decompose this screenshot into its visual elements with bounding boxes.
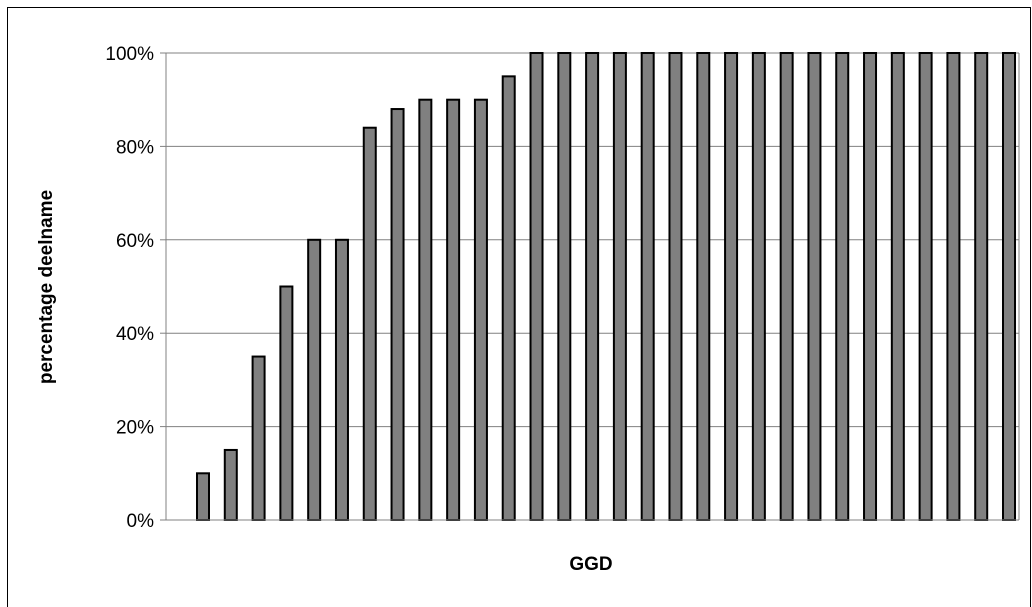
bar-3 — [251, 355, 266, 521]
bar-14 — [557, 52, 572, 521]
chart-frame — [7, 7, 1031, 607]
bar-23 — [807, 52, 822, 521]
y-tick-label: 0% — [127, 511, 155, 532]
bar-29 — [974, 52, 989, 521]
bar-16 — [612, 52, 627, 521]
bar-30 — [1002, 52, 1016, 521]
x-axis-title: GGD — [569, 554, 612, 575]
bar-2 — [223, 448, 238, 522]
bar-6 — [334, 238, 349, 522]
bar-11 — [473, 98, 488, 521]
bar-18 — [668, 52, 683, 521]
bar-8 — [390, 108, 405, 521]
y-tick-label: 40% — [116, 324, 154, 345]
bar-9 — [418, 98, 433, 521]
bar-1 — [196, 472, 210, 521]
y-tick-labels: 0% 20% 40% 60% 80% 100% — [105, 44, 154, 532]
bar-20 — [724, 52, 739, 521]
y-tick-label: 80% — [116, 137, 154, 158]
bar-13 — [529, 52, 544, 521]
bar-19 — [696, 52, 711, 521]
bar-24 — [835, 52, 850, 521]
bar-22 — [779, 52, 794, 521]
bars — [196, 52, 1016, 522]
axes — [160, 52, 1020, 521]
y-tick-label: 20% — [116, 418, 154, 439]
y-tick-label: 100% — [105, 44, 154, 65]
bar-28 — [946, 52, 961, 521]
bar-27 — [918, 52, 933, 521]
bar-10 — [446, 98, 461, 521]
bar-5 — [307, 238, 322, 522]
y-tick-label: 60% — [116, 231, 154, 252]
y-axis-title: percentage deelname — [36, 190, 57, 384]
bar-17 — [640, 52, 655, 521]
bar-21 — [751, 52, 766, 521]
bar-7 — [362, 126, 377, 521]
bar-4 — [279, 285, 294, 521]
bar-25 — [863, 52, 878, 521]
bar-26 — [890, 52, 905, 521]
bar-12 — [501, 75, 516, 521]
bar-15 — [585, 52, 600, 521]
